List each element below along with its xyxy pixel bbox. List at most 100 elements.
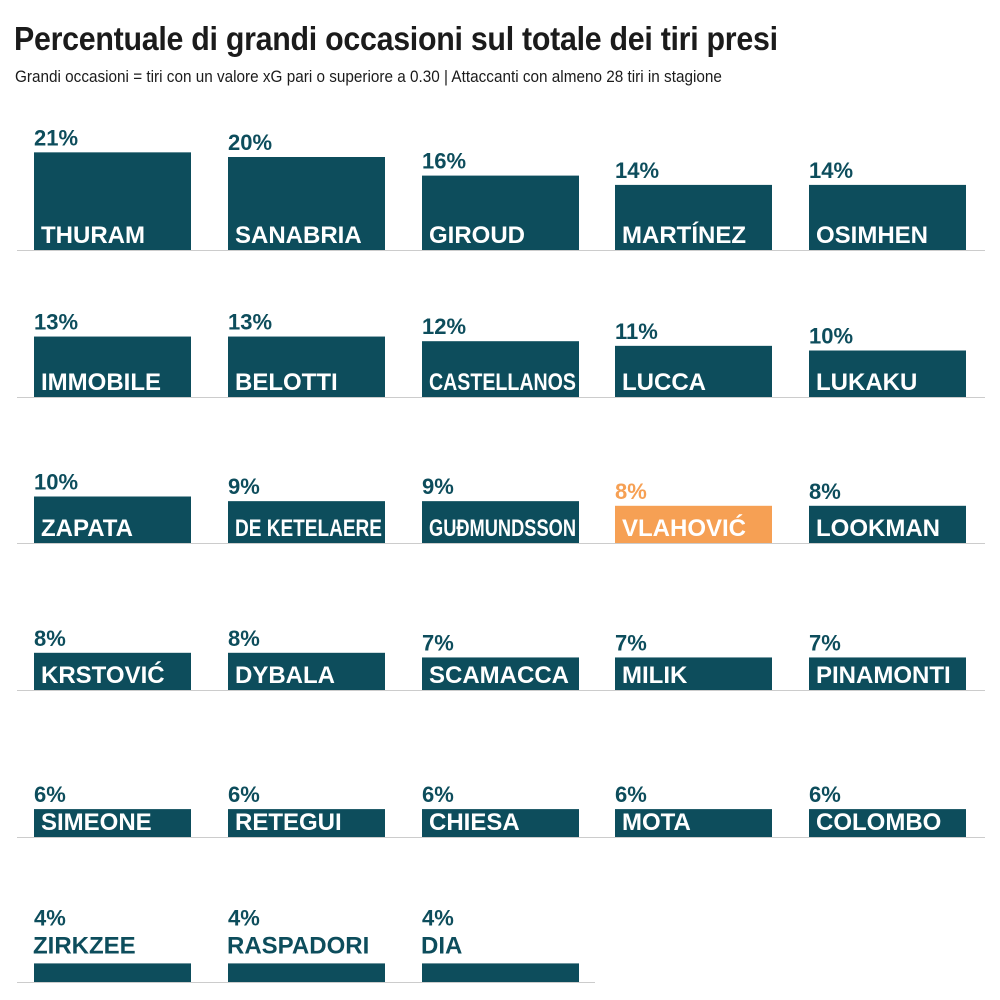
bar (34, 152, 191, 250)
bar-group: 8% KRSTOVIĆ (34, 626, 191, 690)
bar-group: 4%ZIRKZEE (33, 905, 191, 982)
player-name-label: SCAMACCA (429, 662, 569, 689)
bar (809, 809, 966, 837)
bar (34, 809, 191, 837)
bar-group: 16% GIROUD (422, 149, 579, 250)
bar (422, 501, 579, 543)
value-label: 20% (228, 130, 272, 155)
value-label: 12% (422, 314, 466, 339)
bar (422, 809, 579, 837)
bar-group: 10% LUKAKU (809, 324, 966, 397)
chart-subtitle: Grandi occasioni = tiri con un valore xG… (15, 67, 722, 86)
bar (228, 501, 385, 543)
bar-group: 8% DYBALA (228, 626, 385, 690)
bar (228, 809, 385, 837)
bar-group: 13% IMMOBILE (34, 310, 191, 397)
value-label: 4% (422, 905, 454, 930)
bar (615, 345, 772, 397)
chart-title: Percentuale di grandi occasioni sul tota… (14, 20, 778, 57)
player-name-label: ZAPATA (41, 515, 133, 542)
player-name-label: CASTELLANOS (429, 369, 576, 396)
player-name-label: LOOKMAN (816, 515, 940, 542)
player-name-label: RETEGUI (235, 809, 342, 836)
value-label: 7% (809, 630, 841, 655)
value-label: 13% (34, 310, 78, 335)
value-label: 14% (615, 158, 659, 183)
bar-group: 4%DIA (421, 905, 579, 982)
player-name-label: BELOTTI (235, 369, 338, 396)
bar-group: 10% ZAPATA (34, 470, 191, 543)
value-label: 14% (809, 158, 853, 183)
player-name-label: RASPADORI (227, 932, 369, 959)
player-name-label: IMMOBILE (41, 369, 161, 396)
bar-group: 21% THURAM (34, 125, 191, 250)
bar-group: 4%RASPADORI (227, 905, 385, 982)
player-name-label: VLAHOVIĆ (622, 514, 746, 542)
value-label: 21% (34, 125, 78, 150)
value-label: 7% (422, 630, 454, 655)
value-label: 11% (615, 319, 658, 344)
bar (422, 341, 579, 397)
bar-group: 8% LOOKMAN (809, 479, 966, 543)
value-label: 6% (34, 782, 66, 807)
bar (228, 336, 385, 397)
player-name-label: KRSTOVIĆ (41, 661, 165, 689)
player-name-label: DIA (421, 932, 462, 959)
bar (228, 963, 385, 982)
bar (228, 652, 385, 690)
player-name-label: GIROUD (429, 222, 525, 249)
value-label: 8% (615, 479, 647, 504)
bar (809, 657, 966, 690)
player-name-label: MARTÍNEZ (622, 221, 746, 249)
bar (422, 963, 579, 982)
bar (615, 657, 772, 690)
bar-group: 13% BELOTTI (228, 310, 385, 397)
value-label: 9% (422, 474, 454, 499)
value-label: 6% (228, 782, 260, 807)
player-name-label: OSIMHEN (816, 222, 928, 249)
player-name-label: LUKAKU (816, 369, 917, 396)
bar-group: 7% SCAMACCA (422, 630, 579, 690)
player-name-label: SIMEONE (41, 809, 152, 836)
value-label: 8% (809, 479, 841, 504)
player-name-label: MILIK (622, 662, 688, 689)
bar-group: 11% LUCCA (615, 319, 772, 397)
value-label: 7% (615, 630, 647, 655)
player-name-label: DE KETELAERE (235, 515, 382, 542)
value-label: 4% (228, 905, 260, 930)
value-label: 4% (34, 905, 66, 930)
value-label: 16% (422, 149, 466, 174)
player-name-label: COLOMBO (816, 809, 941, 836)
player-name-label: PINAMONTI (816, 662, 951, 689)
bar (228, 157, 385, 250)
bar-group: 9% DE KETELAERE (228, 474, 385, 543)
player-name-label: MOTA (622, 809, 691, 836)
bar-group: 6%RETEGUI (228, 782, 385, 837)
bar-group: 6%CHIESA (422, 782, 579, 837)
bar-group: 6%SIMEONE (34, 782, 191, 837)
bar (809, 505, 966, 543)
bar (615, 184, 772, 250)
player-name-label: GUÐMUNDSSON (429, 515, 576, 542)
player-name-label: CHIESA (429, 809, 520, 836)
bar-group: 8% VLAHOVIĆ (615, 479, 772, 543)
bar-group: 9% GUÐMUNDSSON (422, 474, 579, 543)
player-name-label: DYBALA (235, 662, 335, 689)
bar (615, 505, 772, 543)
player-name-label: THURAM (41, 222, 145, 249)
bar-group: 20% SANABRIA (228, 130, 385, 250)
bar (34, 963, 191, 982)
value-label: 13% (228, 310, 272, 335)
value-label: 10% (809, 324, 853, 349)
bar-group: 7% PINAMONTI (809, 630, 966, 690)
value-label: 9% (228, 474, 260, 499)
bar (809, 350, 966, 397)
player-name-label: LUCCA (622, 369, 706, 396)
bar-group: 6%MOTA (615, 782, 772, 837)
value-label: 6% (809, 782, 841, 807)
bar (422, 657, 579, 690)
player-name-label: ZIRKZEE (33, 932, 136, 959)
bar (34, 336, 191, 397)
bar (422, 175, 579, 250)
